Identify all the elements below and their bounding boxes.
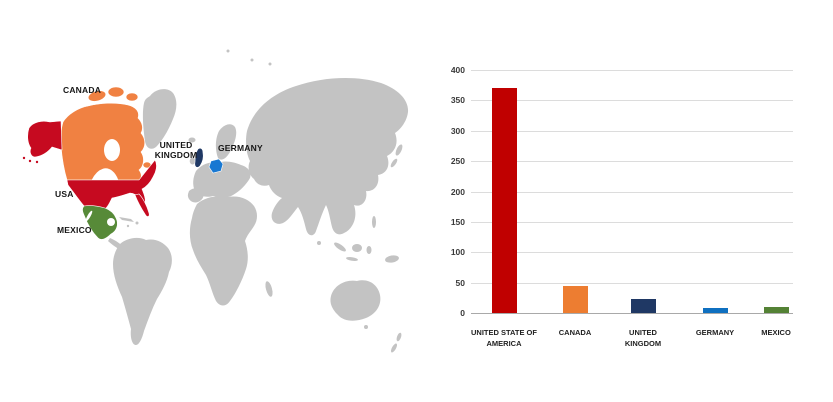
map-region-tasmania bbox=[364, 325, 368, 329]
x-axis-category-label: UNITED STATE OF AMERICA bbox=[459, 327, 549, 349]
map-region-caribbean bbox=[119, 217, 134, 222]
map-region-scandinavia bbox=[215, 124, 237, 160]
map-island bbox=[250, 58, 254, 62]
map-region-ireland bbox=[189, 157, 196, 165]
bar-mexico bbox=[763, 306, 789, 313]
y-axis-tick-label: 300 bbox=[450, 125, 465, 136]
map-label-canada: CANADA bbox=[63, 85, 102, 95]
map-region-philippines bbox=[372, 216, 376, 228]
map-region-canada-island bbox=[107, 86, 125, 98]
map-region-south-america bbox=[113, 237, 172, 345]
y-axis-tick-label: 200 bbox=[450, 186, 465, 197]
map-region-uk bbox=[194, 147, 204, 168]
map-aleutian bbox=[35, 160, 39, 164]
map-island bbox=[268, 62, 272, 66]
world-map-panel: CANADA USA MEXICO UNITED KINGDOM GERMANY bbox=[22, 49, 409, 353]
map-label-germany: GERMANY bbox=[218, 143, 263, 153]
x-axis-category-label: MEXICO bbox=[731, 327, 821, 338]
map-region-greenland bbox=[142, 89, 177, 149]
map-region-iberia bbox=[187, 188, 204, 203]
map-region-canada-island bbox=[125, 92, 139, 102]
map-region-sulawesi bbox=[366, 246, 372, 254]
world-map bbox=[22, 49, 409, 353]
map-region-new-guinea bbox=[385, 255, 399, 263]
gridline bbox=[471, 100, 793, 102]
map-region-borneo bbox=[352, 244, 362, 252]
gridline bbox=[471, 70, 793, 71]
x-axis-label-line: MEXICO bbox=[761, 328, 791, 337]
map-region-europe bbox=[193, 161, 251, 198]
map-aleutian bbox=[28, 159, 32, 163]
bar-canada bbox=[562, 285, 588, 313]
map-region-japan bbox=[395, 144, 403, 156]
map-mexico-notch bbox=[107, 218, 115, 226]
bar-germany bbox=[702, 307, 728, 313]
gridline bbox=[471, 191, 793, 193]
map-island bbox=[135, 221, 139, 225]
map-region-madagascar bbox=[265, 281, 273, 297]
y-axis-tick-label: 350 bbox=[450, 95, 465, 106]
gridline bbox=[471, 130, 793, 132]
map-region-sumatra bbox=[334, 242, 346, 252]
y-axis-tick-label: 100 bbox=[450, 247, 465, 258]
x-axis-line bbox=[471, 313, 793, 314]
y-axis-tick-label: 150 bbox=[450, 216, 465, 227]
map-label-uk-line1: UNITED bbox=[159, 140, 193, 150]
gridline bbox=[471, 161, 793, 163]
y-axis-tick-label: 50 bbox=[455, 277, 465, 288]
y-axis-tick-label: 250 bbox=[450, 156, 465, 167]
y-axis-tick-label: 400 bbox=[450, 65, 465, 75]
map-region-sri-lanka bbox=[317, 241, 321, 245]
map-gulf-california bbox=[85, 210, 93, 222]
map-label-united-kingdom: UNITED KINGDOM bbox=[152, 140, 200, 160]
x-axis-category-label: CANADA bbox=[530, 327, 620, 338]
map-region-nz-north bbox=[396, 332, 402, 342]
map-highlighted-countries bbox=[22, 86, 224, 240]
bar-united-kingdom bbox=[630, 299, 656, 313]
x-axis-label-line: UNITED STATE OF bbox=[471, 328, 537, 337]
map-land-gray bbox=[108, 49, 409, 353]
map-region-africa bbox=[189, 196, 257, 306]
y-axis-tick-label: 0 bbox=[460, 308, 465, 318]
x-axis-label-line: GERMANY bbox=[695, 328, 735, 337]
map-region-canada-island bbox=[87, 90, 107, 102]
map-island bbox=[126, 224, 130, 228]
x-axis-label-line: CANADA bbox=[558, 328, 592, 337]
gridline bbox=[471, 282, 793, 284]
gridline bbox=[471, 252, 793, 254]
bar-united-state-of-america bbox=[491, 88, 517, 313]
map-region-germany bbox=[208, 158, 224, 174]
map-region-alaska bbox=[27, 120, 63, 158]
x-axis-label-line: AMERICA bbox=[486, 339, 522, 348]
map-label-mexico: MEXICO bbox=[57, 225, 92, 235]
map-region-java bbox=[346, 257, 358, 261]
x-axis-label-line: UNITED bbox=[629, 328, 657, 337]
map-region-usa-florida bbox=[134, 193, 150, 217]
x-axis-label-line: KINGDOM bbox=[624, 339, 662, 348]
x-axis-category-label: GERMANY bbox=[670, 327, 760, 338]
map-region-australia bbox=[330, 280, 381, 321]
map-island bbox=[226, 49, 230, 53]
map-aleutian bbox=[22, 156, 26, 160]
map-region-japan-south bbox=[390, 158, 398, 168]
x-axis-category-label: UNITED KINGDOM bbox=[598, 327, 688, 349]
map-region-nz-south bbox=[390, 343, 398, 353]
map-hudson-bay bbox=[104, 139, 120, 161]
gridline bbox=[471, 221, 793, 223]
map-label-usa: USA bbox=[55, 189, 74, 199]
map-region-iceland bbox=[188, 137, 196, 143]
map-label-uk-line2: KINGDOM bbox=[154, 150, 198, 160]
map-region-asia bbox=[246, 77, 409, 236]
